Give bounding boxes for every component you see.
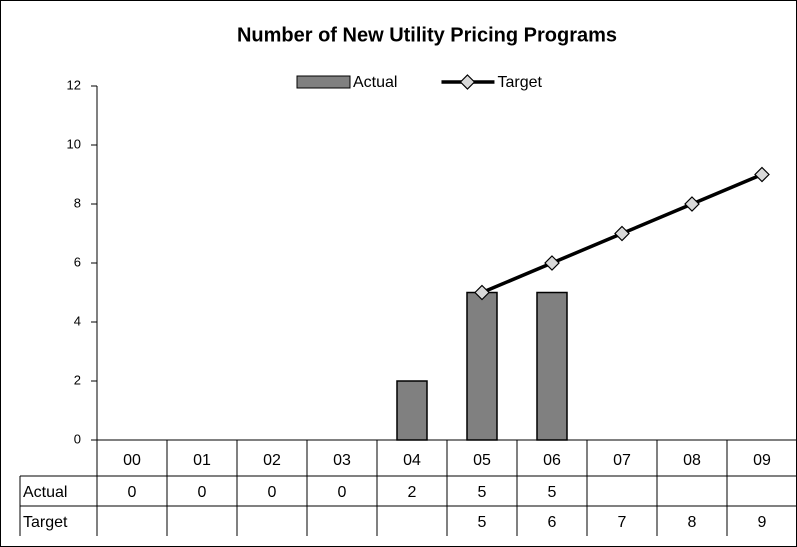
table-row-label: Target	[23, 514, 68, 531]
y-tick-label: 6	[74, 254, 81, 269]
legend-swatch	[296, 75, 351, 89]
table-value: 2	[408, 484, 417, 501]
y-tick-label: 2	[74, 372, 81, 387]
table-value: 5	[478, 514, 487, 531]
x-tick-label: 00	[123, 452, 141, 469]
table-row-label: Actual	[23, 484, 67, 501]
y-tick-label: 12	[67, 77, 81, 92]
y-tick-label: 4	[74, 313, 81, 328]
chart-title: Number of New Utility Pricing Programs	[237, 24, 617, 46]
table-value: 0	[338, 484, 347, 501]
legend-marker	[459, 74, 476, 90]
table-value: 8	[688, 514, 697, 531]
table-value: 0	[268, 484, 277, 501]
x-tick-label: 03	[333, 452, 351, 469]
line-marker	[754, 166, 770, 183]
y-tick-label: 0	[74, 431, 81, 446]
x-tick-label: 09	[753, 452, 771, 469]
line-marker	[614, 225, 630, 242]
bar	[536, 291, 568, 441]
table-value: 0	[198, 484, 207, 501]
x-tick-label: 02	[263, 452, 281, 469]
table-value: 6	[548, 514, 557, 531]
x-tick-label: 08	[683, 452, 701, 469]
y-tick-label: 10	[67, 136, 81, 151]
y-tick-label: 8	[74, 195, 81, 210]
table-value: 5	[478, 484, 487, 501]
x-tick-label: 06	[543, 452, 561, 469]
line-marker	[544, 255, 560, 271]
x-tick-label: 05	[473, 452, 491, 469]
x-tick-label: 01	[193, 452, 211, 469]
bar	[466, 291, 498, 441]
line-marker	[474, 284, 490, 301]
table-value: 7	[618, 514, 627, 531]
line-marker	[684, 196, 700, 212]
bar	[396, 380, 428, 441]
table-value: 9	[758, 514, 767, 531]
x-tick-label: 04	[403, 452, 421, 469]
legend-label: Target	[497, 74, 542, 91]
legend-label: Actual	[353, 74, 397, 91]
table-value: 5	[548, 484, 557, 501]
x-tick-label: 07	[613, 452, 631, 469]
table-value: 0	[128, 484, 137, 501]
